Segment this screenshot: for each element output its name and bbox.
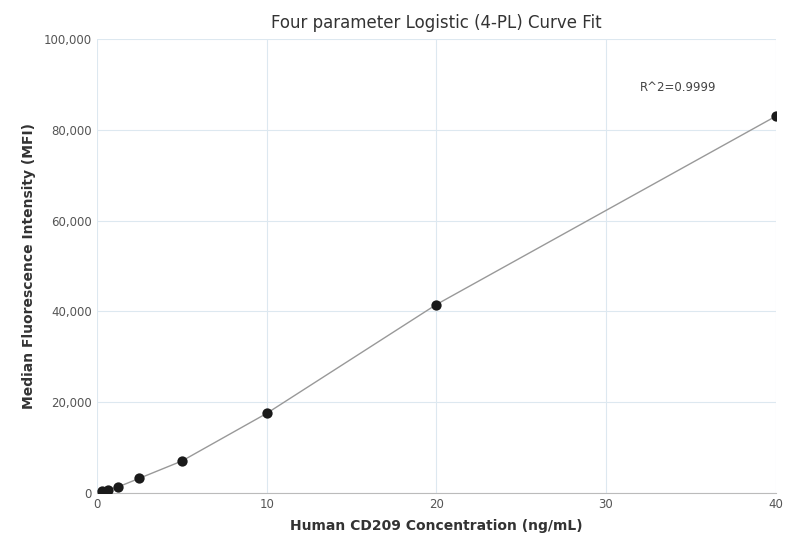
Point: [101, 485, 114, 494]
Point: [133, 474, 145, 483]
Point: [175, 456, 188, 465]
Point: [769, 112, 782, 121]
Point: [96, 487, 109, 496]
Point: [260, 409, 273, 418]
Text: R^2=0.9999: R^2=0.9999: [640, 81, 717, 94]
Point: [112, 482, 124, 491]
Title: Four parameter Logistic (4-PL) Curve Fit: Four parameter Logistic (4-PL) Curve Fit: [271, 14, 602, 32]
Point: [430, 300, 443, 309]
Y-axis label: Median Fluorescence Intensity (MFI): Median Fluorescence Intensity (MFI): [22, 123, 36, 409]
X-axis label: Human CD209 Concentration (ng/mL): Human CD209 Concentration (ng/mL): [290, 519, 583, 533]
